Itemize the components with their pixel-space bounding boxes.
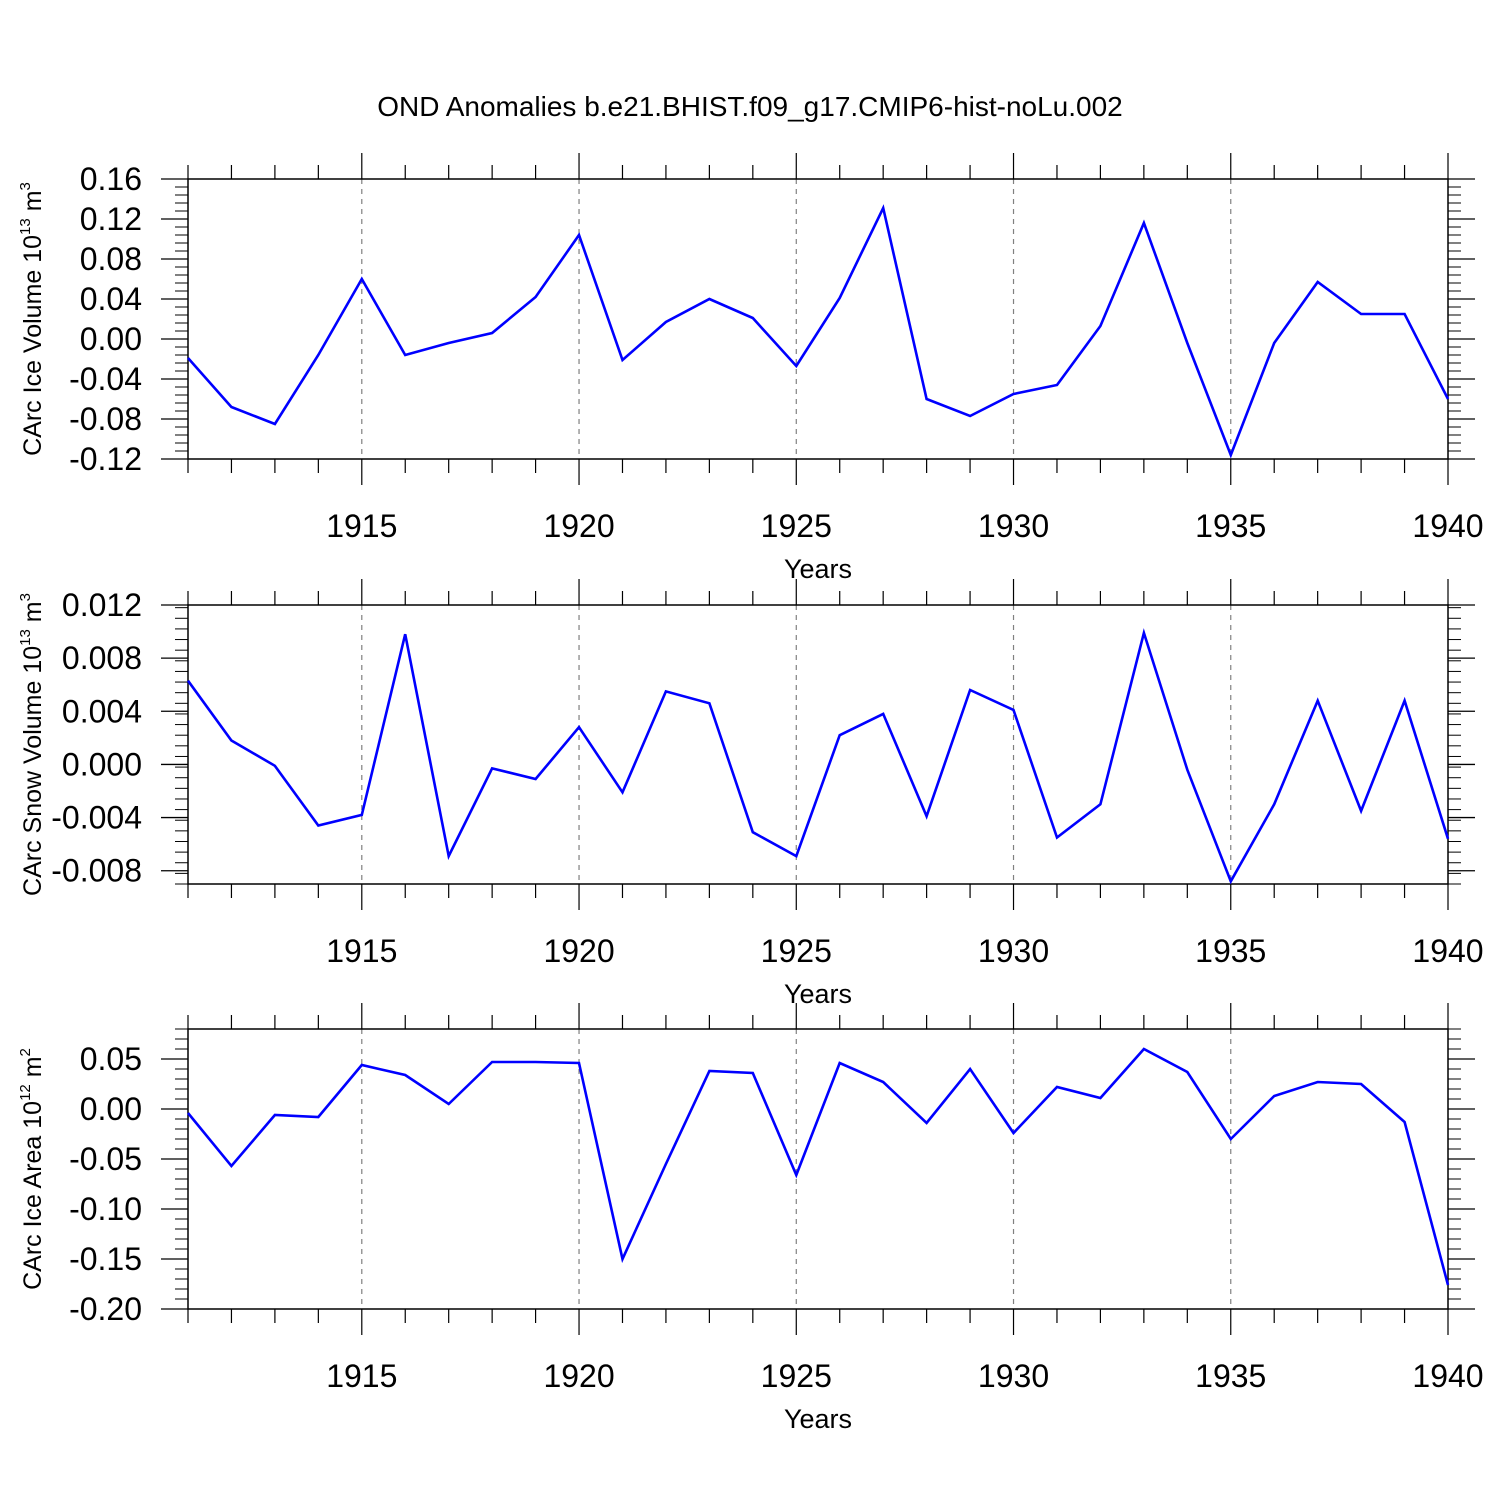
ice-volume-x-axis-label: Years — [784, 554, 852, 584]
y-axis-label-text: CArc Snow Volume 10 — [19, 646, 47, 896]
ice-area-grid — [361, 1029, 1232, 1309]
y-tick-label: 0.004 — [62, 693, 142, 729]
ice-volume-frame — [187, 178, 1449, 460]
y-axis-label-unit-exponent: 3 — [17, 182, 34, 190]
x-tick-label: 1935 — [1195, 933, 1266, 969]
snow-volume-x-axis-label: Years — [784, 979, 852, 1009]
ice-area-x-axis-label: Years — [784, 1404, 852, 1434]
ice-area-series-line — [186, 1047, 1450, 1286]
y-tick-label: 0.16 — [80, 161, 142, 197]
snow-volume-y-axis-label: CArc Snow Volume 1013 m3 — [17, 593, 47, 896]
ice-area-data-points — [186, 1047, 1450, 1287]
y-axis-label-unit: m — [19, 190, 47, 218]
x-tick-label: 1915 — [326, 933, 397, 969]
y-tick-label: 0.08 — [80, 241, 142, 277]
y-tick-label: -0.05 — [69, 1141, 142, 1177]
y-tick-label: -0.20 — [69, 1291, 142, 1327]
y-tick-label: 0.012 — [62, 587, 142, 623]
x-tick-label: 1930 — [978, 933, 1049, 969]
x-tick-label: 1940 — [1412, 1358, 1483, 1394]
ice-volume-y-axis-label: CArc Ice Volume 1013 m3 — [17, 182, 47, 456]
ice-area-x-tick-labels: 1915 1920 1925 1930 1935 1940 — [326, 1358, 1483, 1394]
x-tick-label: 1930 — [978, 1358, 1049, 1394]
panel-snow-volume: 0.012 0.008 0.004 0.000 -0.004 -0.008 1915 1920… — [17, 579, 1484, 1009]
y-axis-label-unit-exponent: 2 — [17, 1048, 34, 1056]
y-axis-label-unit-exponent: 3 — [17, 593, 34, 601]
x-tick-label: 1925 — [761, 1358, 832, 1394]
ice-area-y-tick-labels: 0.05 0.00 -0.05 -0.10 -0.15 -0.20 — [69, 1041, 142, 1327]
y-tick-label: 0.008 — [62, 640, 142, 676]
snow-volume-series-line — [186, 628, 1450, 885]
snow-volume-x-tick-labels: 1915 1920 1925 1930 1935 1940 — [326, 933, 1483, 969]
y-tick-label: -0.04 — [69, 361, 142, 397]
y-tick-label: -0.08 — [69, 401, 142, 437]
snow-volume-frame — [187, 604, 1449, 885]
ice-volume-y-tick-labels: 0.16 0.12 0.08 0.04 0.00 -0.04 -0.08 -0.12 — [69, 161, 142, 477]
x-tick-label: 1925 — [761, 508, 832, 544]
ice-area-y-axis-label: CArc Ice Area 1012 m2 — [17, 1048, 47, 1290]
ice-volume-grid — [361, 179, 1232, 459]
ice-area-frame — [187, 1028, 1449, 1310]
y-tick-label: 0.05 — [80, 1041, 142, 1077]
y-tick-label: -0.12 — [69, 441, 142, 477]
x-tick-label: 1920 — [543, 508, 614, 544]
x-tick-label: 1935 — [1195, 508, 1266, 544]
x-tick-label: 1930 — [978, 508, 1049, 544]
x-tick-label: 1925 — [761, 933, 832, 969]
ice-volume-ticks — [161, 153, 1475, 485]
y-tick-label: 0.12 — [80, 201, 142, 237]
y-axis-label-exponent: 12 — [17, 1084, 34, 1101]
y-tick-label: 0.00 — [80, 321, 142, 357]
y-tick-label: -0.004 — [51, 800, 142, 836]
y-tick-label: -0.008 — [51, 853, 142, 889]
panel-ice-area: 0.05 0.00 -0.05 -0.10 -0.15 -0.20 1915 1920 1925… — [17, 1003, 1484, 1434]
y-axis-label-unit: m — [19, 601, 47, 629]
x-tick-label: 1915 — [326, 508, 397, 544]
ice-volume-series-line — [187, 204, 1450, 459]
x-tick-label: 1915 — [326, 1358, 397, 1394]
y-axis-label-text: CArc Ice Area 10 — [19, 1101, 47, 1290]
x-tick-label: 1940 — [1412, 508, 1483, 544]
y-tick-label: -0.15 — [69, 1241, 142, 1277]
y-axis-label-text: CArc Ice Volume 10 — [19, 235, 47, 456]
y-axis-label-unit: m — [19, 1056, 47, 1084]
snow-volume-ticks — [161, 579, 1475, 910]
snow-volume-grid — [361, 605, 1232, 884]
snow-volume-y-tick-labels: 0.012 0.008 0.004 0.000 -0.004 -0.008 — [51, 587, 142, 889]
y-tick-label: 0.04 — [80, 281, 142, 317]
y-tick-label: -0.10 — [69, 1191, 142, 1227]
x-tick-label: 1940 — [1412, 933, 1483, 969]
chart-title: OND Anomalies b.e21.BHIST.f09_g17.CMIP6-… — [377, 91, 1123, 122]
x-tick-label: 1935 — [1195, 1358, 1266, 1394]
y-axis-label-exponent: 13 — [17, 629, 34, 646]
y-tick-label: 0.00 — [80, 1091, 142, 1127]
y-axis-label-exponent: 13 — [17, 218, 34, 235]
ice-volume-x-tick-labels: 1915 1920 1925 1930 1935 1940 — [326, 508, 1483, 544]
ice-area-ticks — [161, 1003, 1475, 1335]
y-tick-label: 0.000 — [62, 746, 142, 782]
x-tick-label: 1920 — [543, 1358, 614, 1394]
x-tick-label: 1920 — [543, 933, 614, 969]
